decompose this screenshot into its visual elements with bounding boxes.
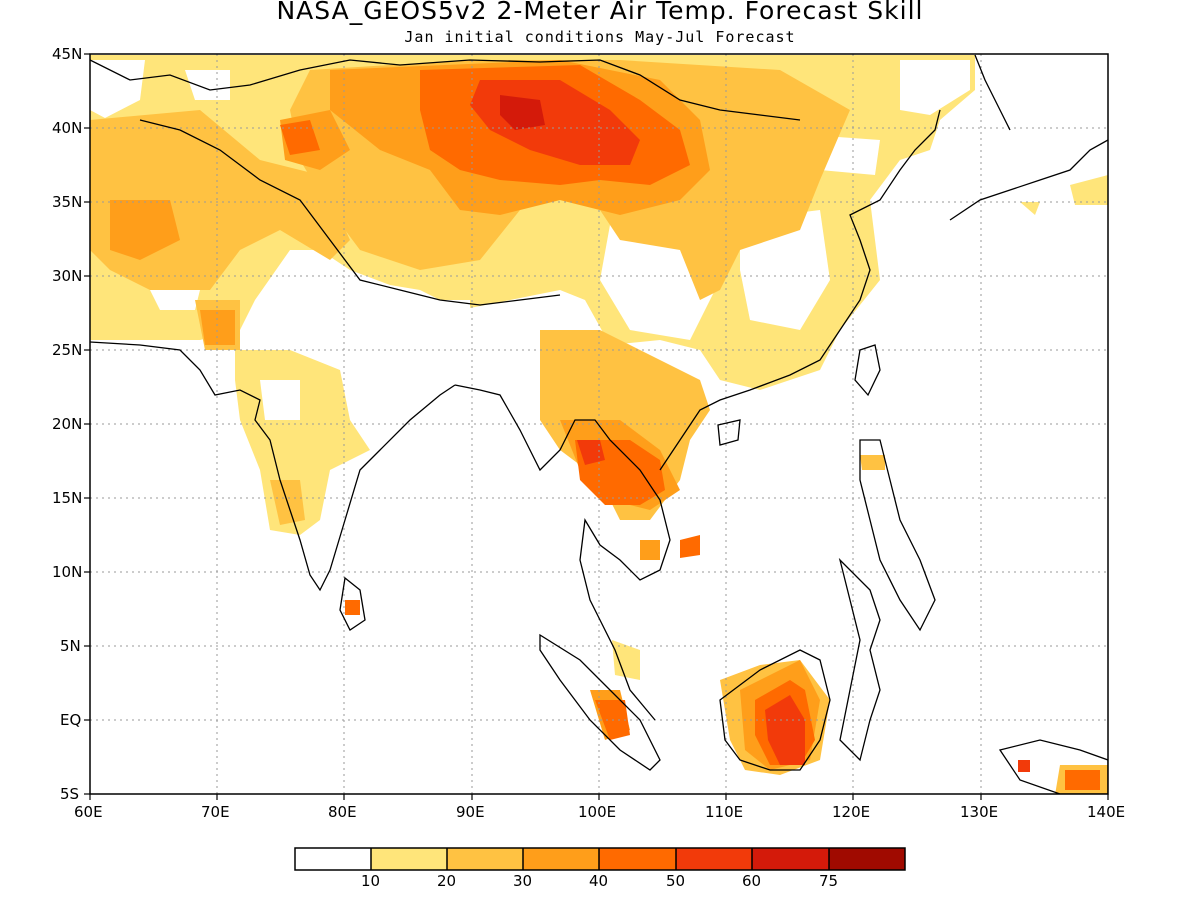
lon-label-100e: 100E — [578, 803, 617, 821]
skill-60-75 — [500, 95, 545, 130]
colorbar-label-10: 10 — [361, 872, 381, 890]
lon-label-90e: 90E — [456, 803, 485, 821]
lat-label-35n: 35N — [52, 193, 83, 211]
lat-label-30n: 30N — [52, 267, 83, 285]
lat-label-45n: 45N — [52, 45, 83, 63]
lat-label-10n: 10N — [52, 563, 83, 581]
lon-label-80e: 80E — [328, 803, 357, 821]
colorbar-label-50: 50 — [666, 872, 686, 890]
colorbar-swatch-6 — [752, 848, 829, 870]
lon-label-140e: 140E — [1087, 803, 1126, 821]
map-subtitle: Jan initial conditions May-Jul Forecast — [404, 28, 796, 46]
lat-label-5s: 5S — [60, 785, 80, 803]
colorbar-label-75: 75 — [819, 872, 839, 890]
colorbar-label-40: 40 — [589, 872, 609, 890]
colorbar-label-30: 30 — [513, 872, 533, 890]
colorbar-swatch-4 — [599, 848, 676, 870]
skill-fields — [90, 55, 1108, 794]
colorbar-swatch-1 — [371, 848, 447, 870]
lat-label-40n: 40N — [52, 119, 83, 137]
lat-label-eq: EQ — [60, 711, 82, 729]
lon-label-70e: 70E — [201, 803, 230, 821]
colorbar-swatch-0 — [295, 848, 371, 870]
colorbar-swatch-3 — [523, 848, 599, 870]
colorbar — [294, 847, 906, 871]
colorbar-label-20: 20 — [437, 872, 457, 890]
lon-label-130e: 130E — [960, 803, 999, 821]
lat-label-5n: 5N — [60, 637, 81, 655]
axis-ticks — [84, 53, 1109, 800]
colorbar-swatch-2 — [447, 848, 523, 870]
lat-label-20n: 20N — [52, 415, 83, 433]
lon-label-120e: 120E — [832, 803, 871, 821]
colorbar-label-60: 60 — [742, 872, 762, 890]
lon-label-60e: 60E — [74, 803, 103, 821]
lat-label-15n: 15N — [52, 489, 83, 507]
map-title: NASA_GEOS5v2 2-Meter Air Temp. Forecast … — [276, 0, 924, 25]
lon-label-110e: 110E — [705, 803, 744, 821]
colorbar-swatch-5 — [676, 848, 752, 870]
colorbar-swatch-7 — [829, 848, 905, 870]
grid-lines — [90, 54, 1108, 794]
coastlines — [90, 54, 1108, 794]
skill-below-10 — [90, 60, 970, 420]
lat-label-25n: 25N — [52, 341, 83, 359]
